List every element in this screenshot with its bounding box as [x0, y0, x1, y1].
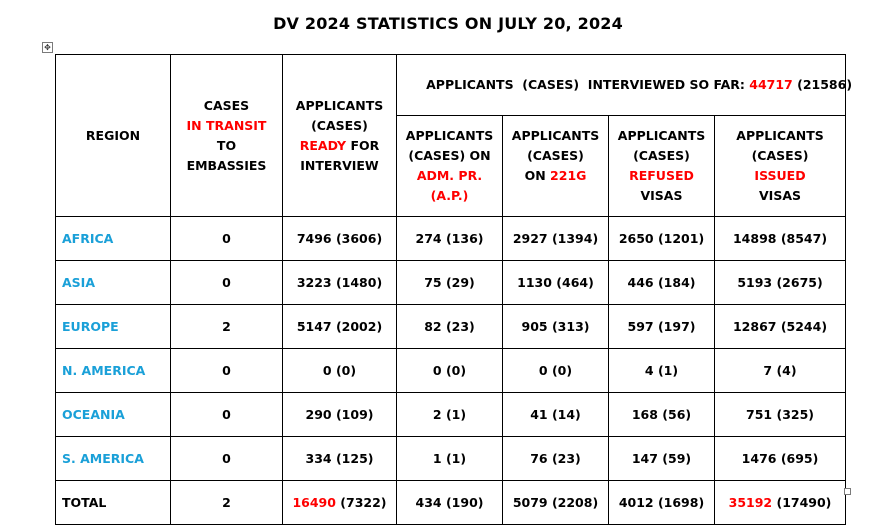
header-ap: APPLICANTS (CASES) ON ADM. PR. (A.P.) — [396, 115, 503, 217]
221g-cell: 1130 (464) — [502, 260, 609, 305]
refused-cell: 446 (184) — [608, 260, 715, 305]
ap-cell: 2 (1) — [396, 392, 503, 437]
header-issued: APPLICANTS (CASES) ISSUED VISAS — [713, 115, 847, 217]
issued-cell: 751 (325) — [713, 392, 847, 437]
table-row: AFRICA 0 7496 (3606) 274 (136) 2927 (139… — [55, 216, 847, 261]
issued-cell: 5193 (2675) — [713, 260, 847, 305]
ready-cell: 3223 (1480) — [282, 260, 397, 305]
region-cell: N. AMERICA — [55, 348, 171, 393]
transit-cell: 0 — [170, 392, 283, 437]
issued-cell: 1476 (695) — [713, 436, 847, 481]
transit-cell: 0 — [170, 260, 283, 305]
header-transit: CASES IN TRANSIT TO EMBASSIES — [170, 54, 283, 217]
ap-cell: 0 (0) — [396, 348, 503, 393]
transit-cell: 0 — [170, 436, 283, 481]
refused-cell: 597 (197) — [608, 304, 715, 349]
move-handle-icon[interactable]: ✥ — [42, 42, 53, 53]
table-row: ASIA 0 3223 (1480) 75 (29) 1130 (464) 44… — [55, 260, 847, 305]
transit-cell: 2 — [170, 480, 283, 525]
ready-cell: 7496 (3606) — [282, 216, 397, 261]
resize-handle-icon[interactable] — [844, 488, 851, 495]
header-221g: APPLICANTS (CASES) ON 221G — [502, 115, 609, 217]
refused-cell: 4012 (1698) — [608, 480, 715, 525]
ready-cell: 5147 (2002) — [282, 304, 397, 349]
issued-cell: 7 (4) — [713, 348, 847, 393]
ready-cell: 334 (125) — [282, 436, 397, 481]
table-row: OCEANIA 0 290 (109) 2 (1) 41 (14) 168 (5… — [55, 392, 847, 437]
header-ready: APPLICANTS (CASES) READY FOR INTERVIEW — [282, 54, 397, 217]
table-row: N. AMERICA 0 0 (0) 0 (0) 0 (0) 4 (1) 7 (… — [55, 348, 847, 393]
total-label: TOTAL — [55, 480, 171, 525]
total-row: TOTAL 2 16490 (7322) 434 (190) 5079 (220… — [55, 480, 847, 525]
header-refused: APPLICANTS (CASES) REFUSED VISAS — [608, 115, 715, 217]
ap-cell: 274 (136) — [396, 216, 503, 261]
221g-cell: 5079 (2208) — [502, 480, 609, 525]
refused-cell: 4 (1) — [608, 348, 715, 393]
region-cell: ASIA — [55, 260, 171, 305]
refused-cell: 2650 (1201) — [608, 216, 715, 261]
header-interviewed: APPLICANTS (CASES) INTERVIEWED SO FAR: 4… — [395, 54, 852, 116]
221g-cell: 2927 (1394) — [502, 216, 609, 261]
page-title: DV 2024 STATISTICS ON JULY 20, 2024 — [273, 14, 623, 33]
ready-cell: 0 (0) — [282, 348, 397, 393]
issued-cell: 12867 (5244) — [713, 304, 847, 349]
table-row: S. AMERICA 0 334 (125) 1 (1) 76 (23) 147… — [55, 436, 847, 481]
ap-cell: 434 (190) — [396, 480, 503, 525]
refused-cell: 147 (59) — [608, 436, 715, 481]
issued-cell: 14898 (8547) — [713, 216, 847, 261]
transit-cell: 2 — [170, 304, 283, 349]
region-cell: S. AMERICA — [55, 436, 171, 481]
ap-cell: 1 (1) — [396, 436, 503, 481]
region-cell: OCEANIA — [55, 392, 171, 437]
table-row: EUROPE 2 5147 (2002) 82 (23) 905 (313) 5… — [55, 304, 847, 349]
ready-cell: 290 (109) — [282, 392, 397, 437]
221g-cell: 76 (23) — [502, 436, 609, 481]
ap-cell: 82 (23) — [396, 304, 503, 349]
statistics-table: REGION CASES IN TRANSIT TO EMBASSIES APP… — [55, 54, 852, 525]
ready-cell: 16490 (7322) — [282, 480, 397, 525]
header-region: REGION — [55, 54, 171, 217]
221g-cell: 905 (313) — [502, 304, 609, 349]
transit-cell: 0 — [170, 216, 283, 261]
221g-cell: 0 (0) — [502, 348, 609, 393]
region-cell: EUROPE — [55, 304, 171, 349]
refused-cell: 168 (56) — [608, 392, 715, 437]
transit-cell: 0 — [170, 348, 283, 393]
region-cell: AFRICA — [55, 216, 171, 261]
ap-cell: 75 (29) — [396, 260, 503, 305]
221g-cell: 41 (14) — [502, 392, 609, 437]
issued-cell: 35192 (17490) — [713, 480, 847, 525]
